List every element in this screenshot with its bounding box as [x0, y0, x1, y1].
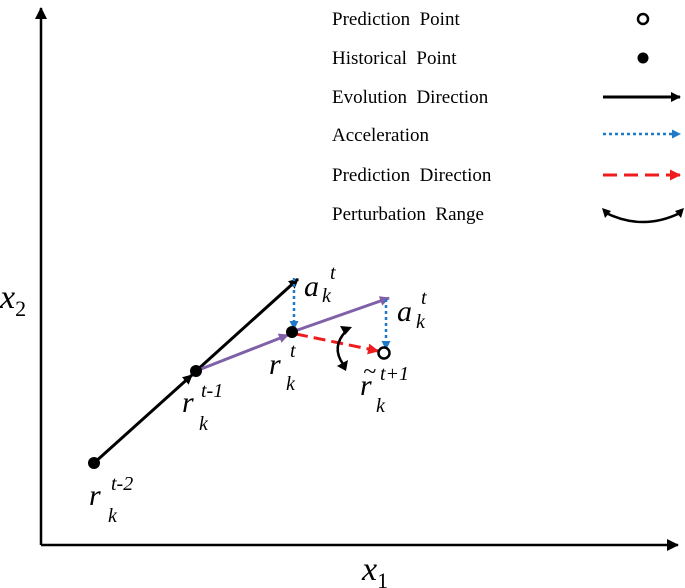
- svg-text:k: k: [199, 413, 209, 435]
- historical-point-t: [286, 326, 298, 338]
- prediction-point-t+1: [377, 346, 391, 360]
- hollow-circle-icon: [636, 12, 650, 26]
- double-curved-arrow-icon: [602, 208, 684, 224]
- legend-label-acceleration: Acceleration: [332, 125, 430, 146]
- velocity-arrow-1: [195, 333, 289, 373]
- svg-text:t-1: t-1: [201, 380, 223, 402]
- perturbation-range-icon: [336, 326, 352, 371]
- svg-text:t: t: [290, 340, 296, 362]
- svg-text:t-2: t-2: [111, 473, 133, 495]
- x-axis-label: x1: [361, 551, 388, 588]
- legend-label-prediction-point: Prediction Point: [332, 9, 460, 30]
- svg-text:r: r: [360, 369, 372, 402]
- svg-text:a: a: [397, 295, 412, 328]
- legend-label-prediction-direction: Prediction Direction: [332, 165, 492, 186]
- svg-text:k: k: [108, 505, 118, 527]
- legend: Prediction Point Historical Point Evolut…: [332, 9, 684, 225]
- label-r-tilde-t+1: ~ r k t+1: [360, 359, 409, 417]
- legend-label-perturbation-range: Perturbation Range: [332, 204, 484, 225]
- velocity-arrow-2: [291, 296, 390, 334]
- legend-label-historical-point: Historical Point: [332, 48, 457, 69]
- label-r-t-1: r k t-1: [182, 380, 223, 435]
- svg-text:a: a: [304, 270, 319, 303]
- svg-text:k: k: [322, 285, 332, 307]
- prediction-arrow: [295, 332, 379, 355]
- evolution-arrow-2: [194, 277, 300, 373]
- historical-point-t-2: [88, 457, 100, 469]
- svg-text:r: r: [269, 348, 281, 381]
- label-r-t: r k t: [269, 340, 296, 395]
- svg-text:t+1: t+1: [380, 363, 409, 385]
- label-a-t-2: a k t: [397, 287, 427, 333]
- svg-text:r: r: [182, 386, 194, 419]
- svg-text:k: k: [376, 395, 386, 417]
- svg-text:k: k: [416, 311, 426, 333]
- label-a-t-1: a k t: [304, 262, 336, 307]
- legend-label-evolution-direction: Evolution Direction: [332, 87, 489, 108]
- y-axis-label: x2: [0, 279, 26, 321]
- svg-text:k: k: [286, 373, 296, 395]
- label-r-t-2: r k t-2: [89, 473, 133, 527]
- historical-point-t-1: [190, 365, 202, 377]
- svg-text:~: ~: [363, 359, 376, 385]
- svg-text:t: t: [330, 262, 336, 284]
- svg-text:r: r: [89, 479, 101, 512]
- filled-circle-icon: [637, 52, 649, 64]
- evolution-arrow-1: [92, 373, 194, 465]
- svg-text:t: t: [421, 287, 427, 309]
